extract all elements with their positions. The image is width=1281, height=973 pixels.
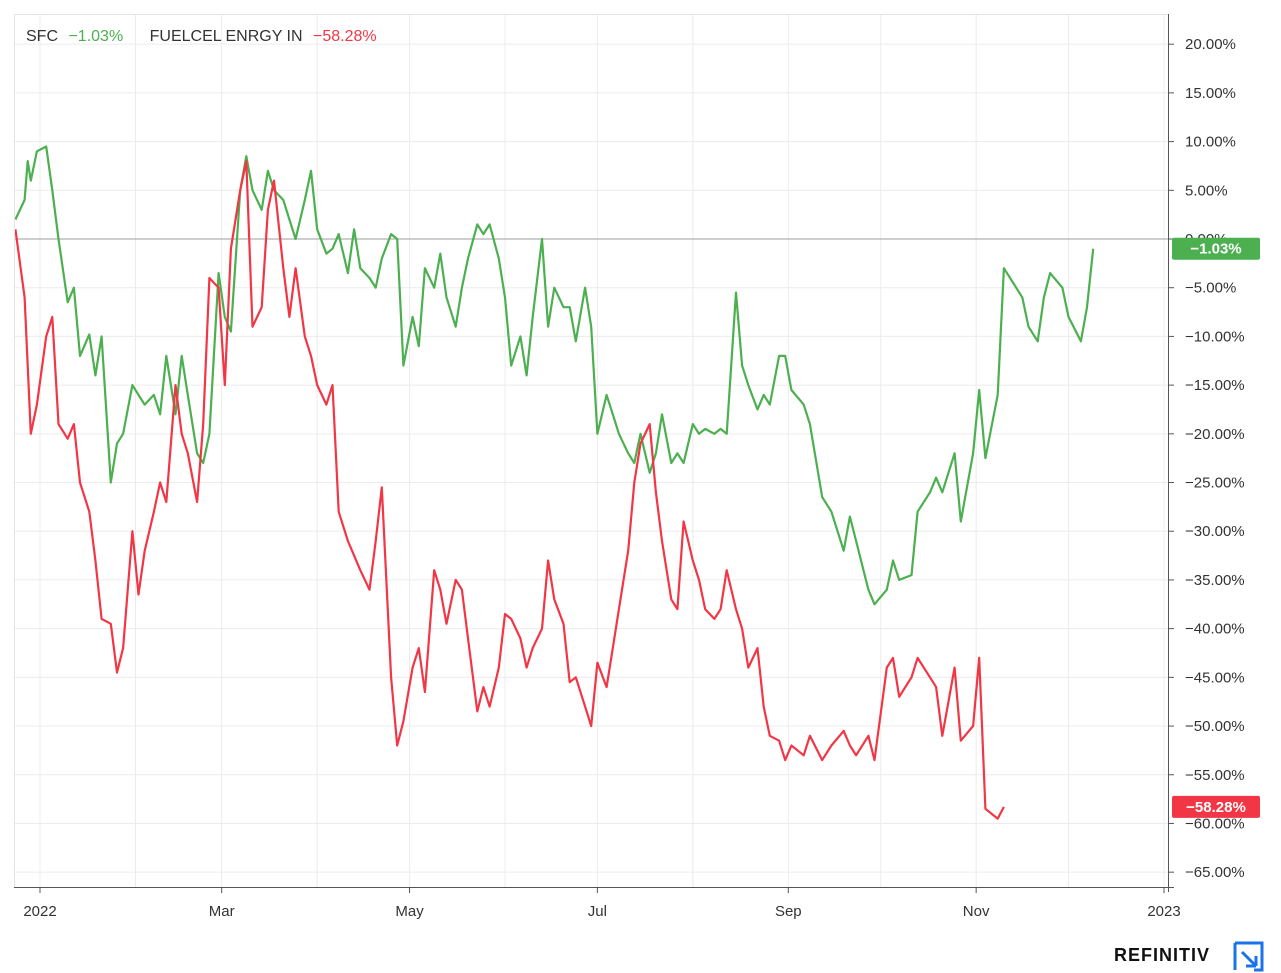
legend-sfc-name: SFC: [26, 28, 58, 45]
series-line-fuelcell: [14, 160, 1005, 820]
x-tick-label: Sep: [775, 903, 802, 920]
y-tick-label: −40.00%: [1185, 621, 1245, 638]
x-tick-label: Mar: [209, 903, 235, 920]
series-line-sfc: [14, 145, 1095, 606]
y-tick-label: −15.00%: [1185, 377, 1245, 394]
legend-sfc-change: −1.03%: [68, 28, 124, 45]
y-tick-label: −45.00%: [1185, 669, 1245, 686]
brand-name: REFINITIV: [1114, 945, 1211, 965]
y-tick-label: 15.00%: [1185, 85, 1236, 102]
y-tick-label: −25.00%: [1185, 475, 1245, 492]
last-value-label: −1.03%: [1190, 241, 1241, 258]
y-tick-label: 20.00%: [1185, 36, 1236, 53]
x-tick-label: Jul: [588, 903, 607, 920]
last-value-badge: [1172, 795, 1260, 818]
last-value-badge: [1172, 237, 1260, 260]
x-tick-label: Nov: [963, 903, 990, 920]
legend-fuelcell-name: FUELCEL ENRGY IN: [149, 28, 303, 45]
y-axis-ticks: 20.00%15.00%10.00%5.00%0.00%−5.00%−10.00…: [1168, 36, 1245, 881]
legend-fuelcell-change: −58.28%: [313, 28, 377, 45]
refinitiv-logo-icon: [1233, 941, 1264, 972]
x-tick-label: 2022: [23, 903, 56, 920]
y-tick-label: −55.00%: [1185, 767, 1245, 784]
y-tick-label: −30.00%: [1185, 523, 1245, 540]
y-tick-label: −10.00%: [1185, 328, 1245, 345]
y-tick-label: −65.00%: [1185, 864, 1245, 881]
y-tick-label: 10.00%: [1185, 134, 1236, 151]
y-tick-label: −20.00%: [1185, 426, 1245, 443]
y-tick-label: −5.00%: [1185, 280, 1236, 297]
x-axis-ticks: 2022 Mar May Jul Sep Nov 2023: [23, 887, 1181, 920]
last-value-labels: −1.03% −58.28%: [1172, 237, 1260, 818]
last-value-label: −58.28%: [1186, 799, 1246, 816]
y-tick-label: 5.00%: [1185, 182, 1228, 199]
y-tick-label: −50.00%: [1185, 718, 1245, 735]
gridlines: [14, 14, 1168, 887]
series-lines: [14, 145, 1095, 820]
y-tick-label: −60.00%: [1185, 815, 1245, 832]
legend: SFC −1.03% FUELCEL ENRGY IN −58.28%: [26, 28, 383, 46]
y-tick-label: −35.00%: [1185, 572, 1245, 589]
x-tick-label: 2023: [1147, 903, 1180, 920]
x-tick-label: May: [395, 903, 424, 920]
